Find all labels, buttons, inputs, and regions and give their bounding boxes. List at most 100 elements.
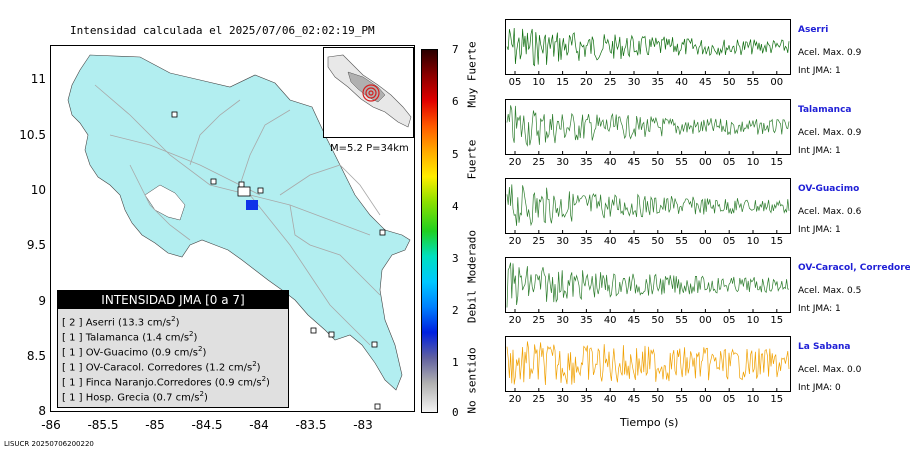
time-tick: 30 — [556, 236, 569, 247]
time-tick: 00 — [699, 315, 712, 326]
time-tick: 45 — [627, 236, 641, 247]
time-tick: 05 — [508, 77, 522, 88]
scale-number: 3 — [452, 252, 459, 265]
legend-item: [ 1 ] Hosp. Grecia (0.7 cm/s2) — [62, 390, 208, 404]
time-tick: 45 — [627, 315, 641, 326]
time-tick: 10 — [746, 394, 760, 405]
time-tick: 05 — [722, 236, 736, 247]
inset-magnitude-label: M=5.2 P=34km — [330, 143, 409, 154]
legend-item: [ 1 ] Finca Naranjo.Corredores (0.9 cm/s… — [62, 375, 270, 389]
station-max-accel: Acel. Max. 0.0 — [798, 365, 862, 375]
x-tick: -85 — [145, 418, 165, 432]
time-tick: 05 — [722, 394, 736, 405]
time-tick: 35 — [651, 77, 665, 88]
x-tick: -83.5 — [295, 418, 327, 432]
time-tick: 50 — [651, 236, 665, 247]
road-network — [94, 84, 381, 346]
time-tick: 25 — [603, 77, 617, 88]
x-tick: -84.5 — [191, 418, 223, 432]
time-tick: 10 — [746, 157, 760, 168]
station-max-accel: Acel. Max. 0.9 — [798, 128, 862, 138]
scale-word: Debil — [465, 289, 479, 324]
time-tick: 35 — [580, 394, 593, 405]
time-tick: 35 — [580, 157, 593, 168]
footer-id: LISUCR 20250706200220 — [4, 440, 94, 448]
time-tick: 35 — [580, 236, 593, 247]
x-tick: -83 — [353, 418, 373, 432]
inset-map — [323, 47, 414, 138]
scale-word: Muy Fuerte — [465, 41, 479, 108]
seismogram-plot — [505, 99, 791, 155]
time-tick: 10 — [746, 315, 760, 326]
time-tick: 40 — [603, 315, 617, 326]
epicenter-icon — [362, 84, 380, 102]
station-name: OV-Caracol, Corredore — [798, 263, 910, 273]
time-tick: 50 — [651, 157, 665, 168]
time-tick: 55 — [675, 236, 688, 247]
station-max-accel: Acel. Max. 0.5 — [798, 286, 862, 296]
y-tick: 10.5 — [19, 128, 46, 142]
time-tick: 25 — [532, 315, 546, 326]
time-tick: 15 — [770, 236, 784, 247]
seismogram-plot — [505, 178, 791, 234]
time-tick: 15 — [770, 394, 784, 405]
legend-item: [ 1 ] OV-Caracol. Corredores (1.2 cm/s2) — [62, 360, 261, 374]
time-tick: 25 — [532, 157, 546, 168]
time-tick: 55 — [675, 394, 688, 405]
time-tick: 55 — [675, 315, 688, 326]
seismogram-trace — [506, 105, 790, 147]
time-tick: 45 — [627, 157, 641, 168]
time-tick: 00 — [699, 157, 712, 168]
time-tick: 15 — [556, 77, 569, 88]
y-tick: 10 — [30, 183, 46, 197]
legend-item: [ 1 ] OV-Guacimo (0.9 cm/s2) — [62, 345, 207, 359]
time-tick: 20 — [508, 236, 522, 247]
seismogram-trace — [506, 184, 790, 227]
time-tick: 55 — [746, 77, 760, 88]
time-tick: 40 — [603, 157, 617, 168]
station-name: Aserri — [798, 25, 829, 35]
legend-title: INTENSIDAD JMA [0 a 7] — [58, 291, 288, 309]
x-tick: -85.5 — [87, 418, 119, 432]
time-tick: 55 — [675, 157, 688, 168]
nicoya-gulf — [144, 184, 186, 221]
station-jma-intensity: Int JMA: 1 — [798, 225, 841, 235]
scale-word: Fuerte — [465, 139, 479, 180]
time-tick: 15 — [770, 157, 784, 168]
station-max-accel: Acel. Max. 0.9 — [798, 48, 862, 58]
time-tick: 05 — [722, 315, 736, 326]
time-tick: 15 — [770, 315, 784, 326]
station-jma-intensity: Int JMA: 1 — [798, 304, 841, 314]
time-tick: 30 — [556, 315, 569, 326]
time-tick: 20 — [508, 157, 522, 168]
time-tick: 00 — [699, 236, 712, 247]
y-tick: 9 — [38, 294, 46, 308]
scale-number: 6 — [452, 95, 459, 108]
time-tick: 10 — [746, 236, 760, 247]
scale-number: 5 — [452, 148, 459, 161]
scale-word: No sentido — [465, 347, 479, 414]
seismogram-plot — [505, 19, 791, 75]
seismogram-plot — [505, 257, 791, 313]
time-tick: 50 — [722, 77, 736, 88]
y-tick: 11 — [30, 72, 46, 86]
station-jma-intensity: Int JMA: 1 — [798, 146, 841, 156]
time-tick: 45 — [699, 77, 712, 88]
station-name: Talamanca — [798, 105, 852, 115]
intensity-color-scale — [421, 49, 438, 413]
legend-item: [ 2 ] Aserri (13.3 cm/s2) — [62, 315, 180, 329]
y-tick: 8 — [38, 404, 46, 418]
intensity-legend: INTENSIDAD JMA [0 a 7] [ 2 ] Aserri (13.… — [57, 290, 289, 408]
y-tick: 8.5 — [26, 349, 46, 363]
time-tick: 05 — [722, 157, 736, 168]
time-tick: 30 — [556, 157, 569, 168]
time-tick: 45 — [627, 394, 641, 405]
x-tick: -86 — [41, 418, 61, 432]
time-tick: 50 — [651, 394, 665, 405]
time-tick: 40 — [603, 394, 617, 405]
seismogram-trace — [506, 262, 790, 308]
time-tick: 35 — [580, 315, 593, 326]
time-tick: 40 — [603, 236, 617, 247]
time-tick: 00 — [699, 394, 712, 405]
station-name: La Sabana — [798, 342, 851, 352]
